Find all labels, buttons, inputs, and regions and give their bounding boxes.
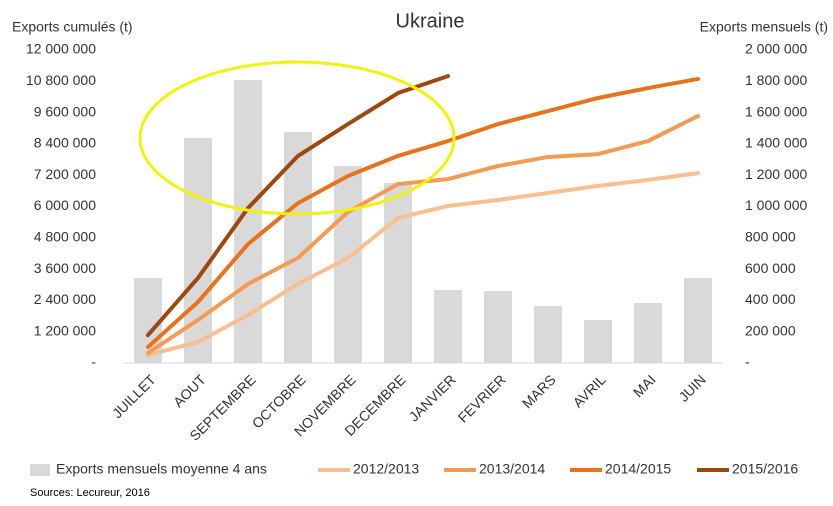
line (146, 74, 450, 338)
y2-tick-label: 1 600 000 (745, 103, 807, 119)
legend-label: 2014/2015 (605, 461, 671, 477)
bar (684, 278, 712, 363)
y2-tick-label: 600 000 (745, 260, 796, 276)
y2-tick-label: 800 000 (745, 229, 796, 245)
bar (184, 137, 212, 363)
y2-tick-label: - (745, 354, 750, 370)
highlight-ellipse (138, 60, 456, 216)
legend-label: 2013/2014 (479, 461, 545, 477)
y2-tick-label: 1 400 000 (745, 135, 807, 151)
bar (434, 290, 462, 363)
y-tick-label: 10 800 000 (26, 72, 96, 88)
y-tick-label: 7 200 000 (34, 166, 96, 182)
legend-label: 2012/2013 (353, 461, 419, 477)
bar (134, 278, 162, 363)
y-tick-label: 2 400 000 (34, 291, 96, 307)
bar (384, 183, 412, 363)
y-tick-label: 1 200 000 (34, 322, 96, 338)
source: Sources: Lecureur, 2016 (30, 487, 150, 499)
y-tick-label: 4 800 000 (34, 229, 96, 245)
line (146, 171, 700, 357)
chart-title: Ukraine (396, 10, 465, 32)
y2-tick-label: 200 000 (745, 322, 796, 338)
y-tick-label: 9 600 000 (34, 103, 96, 119)
y2-tick-label: 1 200 000 (745, 166, 807, 182)
y-tick-label: 12 000 000 (26, 41, 96, 57)
bar (484, 291, 512, 363)
bar (534, 306, 562, 363)
y-tick-label: 3 600 000 (34, 260, 96, 276)
legend-label: 2015/2016 (732, 461, 798, 477)
line (146, 76, 700, 350)
y-tick-label: 6 000 000 (34, 197, 96, 213)
y2-tick-label: 400 000 (745, 291, 796, 307)
y2-tick-label: 2 000 000 (745, 41, 807, 57)
bar (634, 303, 662, 363)
legend-label: Exports mensuels moyenne 4 ans (56, 461, 267, 477)
legend-swatch (30, 464, 50, 476)
y2-axis-title: Exports mensuels (t) (700, 19, 828, 35)
y2-tick-label: 1 000 000 (745, 197, 807, 213)
y-tick-label: 8 400 000 (34, 135, 96, 151)
bar (584, 319, 612, 363)
y-tick-label: - (91, 354, 96, 370)
y2-tick-label: 1 800 000 (745, 72, 807, 88)
y-axis-title: Exports cumulés (t) (12, 19, 133, 35)
